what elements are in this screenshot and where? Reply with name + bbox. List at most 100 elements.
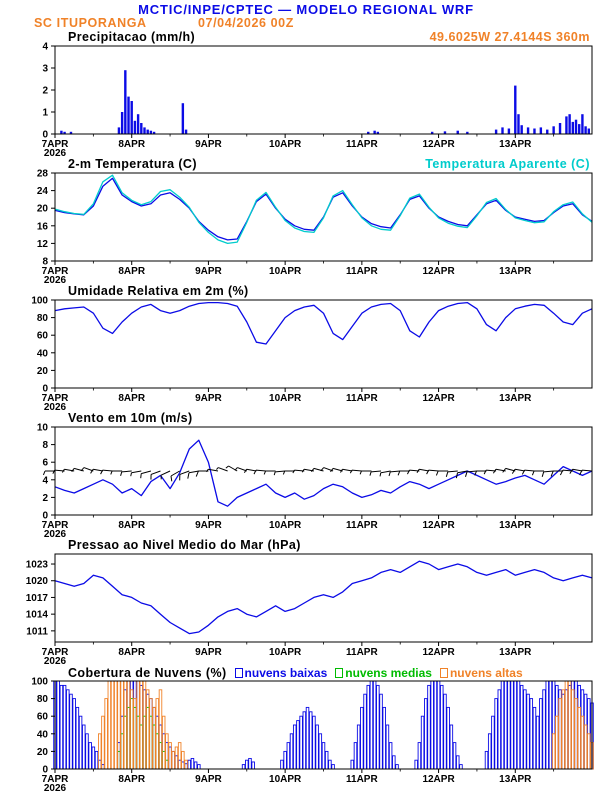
svg-text:10APR: 10APR [269, 266, 302, 277]
cobertura-nuvens-series-0 [53, 680, 594, 770]
cloud-cover-legend: Cobertura de Nuvens (%) nuvens baixas nu… [68, 666, 523, 680]
cobertura-nuvens-frame [54, 680, 593, 770]
svg-text:6: 6 [42, 458, 48, 469]
svg-text:11APR: 11APR [346, 647, 378, 658]
svg-text:8APR: 8APR [118, 393, 145, 404]
svg-text:9APR: 9APR [195, 647, 222, 658]
svg-text:8: 8 [42, 257, 48, 268]
svg-text:1014: 1014 [26, 610, 49, 621]
svg-text:7APR: 7APR [42, 520, 69, 531]
svg-text:40: 40 [37, 348, 49, 359]
svg-text:1020: 1020 [26, 576, 49, 587]
svg-text:11APR: 11APR [346, 393, 378, 404]
panel-title-umidade: Umidade Relativa em 2m (%) [68, 284, 249, 298]
svg-text:10: 10 [37, 423, 49, 434]
svg-text:0: 0 [42, 511, 48, 522]
svg-text:40: 40 [37, 729, 49, 740]
svg-text:12APR: 12APR [422, 647, 455, 658]
svg-text:8APR: 8APR [118, 520, 145, 531]
svg-text:80: 80 [37, 694, 49, 705]
svg-text:2: 2 [42, 493, 48, 504]
svg-text:9APR: 9APR [195, 139, 222, 150]
figure-title: MCTIC/INPE/CPTEC — MODELO REGIONAL WRF [138, 2, 474, 17]
svg-text:13APR: 13APR [499, 139, 532, 150]
wind-barbs [42, 465, 593, 482]
location-coordinates-label: 49.6025W 27.4144S 360m [429, 30, 590, 44]
svg-text:8APR: 8APR [118, 266, 145, 277]
svg-text:12APR: 12APR [422, 393, 455, 404]
svg-text:7APR: 7APR [42, 393, 69, 404]
legend-nuvens-medias: nuvens medias [335, 666, 432, 680]
panel-title-vento: Vento em 10m (m/s) [68, 411, 193, 425]
svg-text:3: 3 [42, 64, 48, 75]
svg-text:2026: 2026 [44, 783, 67, 792]
svg-text:0: 0 [42, 384, 48, 395]
svg-text:20: 20 [37, 747, 49, 758]
svg-text:1017: 1017 [26, 593, 49, 604]
svg-text:1011: 1011 [26, 626, 48, 637]
svg-text:9APR: 9APR [195, 393, 222, 404]
legend-label-baixas: nuvens baixas [244, 666, 328, 680]
svg-text:12: 12 [37, 239, 49, 250]
temperatura-2m-y-axis: 8 12 16 20 24 28 [37, 169, 55, 268]
cobertura-nuvens-y-axis: 0 20 40 60 80 100 [31, 677, 55, 776]
svg-text:60: 60 [37, 331, 49, 342]
legend-label-altas: nuvens altas [449, 666, 523, 680]
svg-text:2: 2 [42, 86, 48, 97]
precipitacao-bars [60, 70, 591, 134]
svg-text:100: 100 [31, 296, 48, 307]
legend-swatch-baixas-icon [234, 668, 243, 678]
legend-temperatura-aparente: Temperatura Aparente (C) [425, 157, 590, 171]
temperatura-2m-series-1 [54, 174, 593, 245]
svg-text:12APR: 12APR [422, 139, 455, 150]
svg-text:1: 1 [42, 108, 48, 119]
precipitacao-y-axis: 0 1 2 3 4 [42, 42, 55, 141]
svg-text:11APR: 11APR [346, 139, 378, 150]
panel-title-pressao: Pressao ao Nivel Medio do Mar (hPa) [68, 538, 301, 552]
svg-text:13APR: 13APR [499, 266, 532, 277]
svg-text:10APR: 10APR [269, 139, 302, 150]
svg-text:60: 60 [37, 712, 49, 723]
svg-text:8APR: 8APR [118, 139, 145, 150]
station-label: SC ITUPORANGA [34, 16, 147, 30]
svg-text:100: 100 [31, 677, 48, 688]
svg-text:7APR: 7APR [42, 266, 69, 277]
svg-text:1023: 1023 [26, 560, 49, 571]
svg-text:20: 20 [37, 366, 49, 377]
svg-text:2026: 2026 [44, 402, 67, 413]
svg-text:8APR: 8APR [118, 774, 145, 785]
pressao-nmm-frame [54, 553, 593, 643]
svg-text:20: 20 [37, 204, 49, 215]
temperatura-2m-series-0 [54, 177, 593, 241]
svg-text:80: 80 [37, 313, 49, 324]
svg-text:2026: 2026 [44, 148, 67, 159]
svg-text:10APR: 10APR [269, 647, 302, 658]
umidade-relativa-y-axis: 0 20 40 60 80 100 [31, 296, 55, 395]
svg-text:0: 0 [42, 130, 48, 141]
svg-text:8: 8 [42, 440, 48, 451]
svg-text:12APR: 12APR [422, 774, 455, 785]
svg-text:13APR: 13APR [499, 393, 532, 404]
svg-text:2026: 2026 [44, 656, 67, 667]
svg-text:7APR: 7APR [42, 774, 69, 785]
pressao-nmm-series-0 [54, 560, 593, 635]
svg-text:11APR: 11APR [346, 774, 378, 785]
legend-label-medias: nuvens medias [345, 666, 432, 680]
svg-text:13APR: 13APR [499, 647, 532, 658]
svg-text:10APR: 10APR [269, 393, 302, 404]
svg-text:9APR: 9APR [195, 520, 222, 531]
vento-10m-y-axis: 0 2 4 6 8 10 [37, 423, 55, 522]
pressao-nmm-y-axis: 1011 1014 1017 1020 1023 [26, 560, 55, 637]
svg-text:9APR: 9APR [195, 774, 222, 785]
cobertura-nuvens-series-2 [97, 680, 594, 770]
